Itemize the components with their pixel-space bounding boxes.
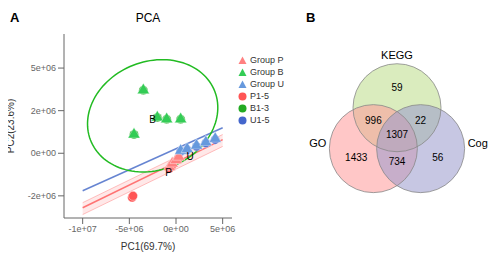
- svg-text:0e+00: 0e+00: [163, 224, 188, 234]
- svg-text:1307: 1307: [386, 129, 409, 140]
- svg-text:734: 734: [389, 156, 406, 167]
- svg-text:PC2(23.6%): PC2(23.6%): [8, 99, 16, 153]
- svg-text:59: 59: [391, 82, 403, 93]
- svg-text:5e+06: 5e+06: [31, 63, 56, 73]
- svg-text:0e+00: 0e+00: [31, 148, 56, 158]
- svg-text:996: 996: [365, 115, 382, 126]
- svg-text:P: P: [165, 167, 172, 178]
- svg-text:56: 56: [432, 152, 444, 163]
- svg-text:1433: 1433: [345, 152, 368, 163]
- svg-text:5e+06: 5e+06: [210, 224, 235, 234]
- html-text:A: A: [10, 10, 20, 25]
- html-text:Group P: Group P: [250, 55, 284, 65]
- svg-text:Cog: Cog: [468, 137, 488, 149]
- svg-text:PC1(69.7%): PC1(69.7%): [121, 241, 175, 252]
- svg-text:KEGG: KEGG: [381, 49, 413, 61]
- svg-text:-1e+07: -1e+07: [69, 224, 97, 234]
- html-text:U1-5: U1-5: [250, 115, 270, 125]
- svg-text:-5e+06: -5e+06: [115, 224, 143, 234]
- html-text:P1-5: P1-5: [250, 91, 269, 101]
- svg-text:B: B: [149, 114, 156, 125]
- svg-text:U: U: [186, 151, 193, 162]
- svg-text:GO: GO: [309, 137, 327, 149]
- svg-text:22: 22: [415, 115, 427, 126]
- html-text:B1-3: B1-3: [250, 103, 269, 113]
- html-text:Group U: Group U: [250, 79, 284, 89]
- html-text:PCA: PCA: [135, 11, 161, 25]
- svg-text:2e+06: 2e+06: [31, 106, 56, 116]
- html-text:Group B: Group B: [250, 67, 284, 77]
- html-text:B: B: [306, 10, 316, 25]
- svg-text:-2e+06: -2e+06: [28, 191, 56, 201]
